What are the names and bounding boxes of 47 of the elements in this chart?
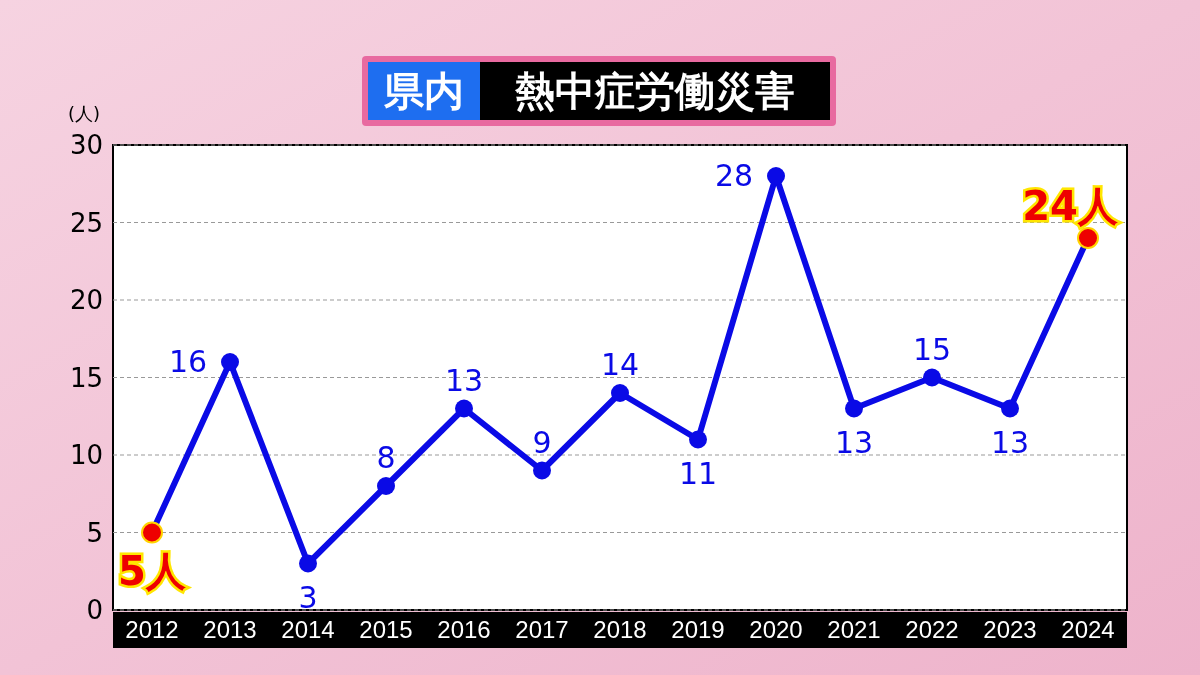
x-tick-label: 2016	[437, 616, 491, 644]
point	[455, 399, 473, 418]
point	[767, 167, 785, 185]
data-label: 8	[376, 440, 396, 475]
x-tick-label: 2019	[671, 616, 725, 644]
y-tick-label: 15	[69, 362, 103, 393]
chart-title: 県内	[383, 68, 464, 114]
point	[923, 368, 941, 387]
data-label: 16	[168, 344, 208, 379]
data-label: 3	[298, 579, 318, 615]
chart-subtitle: 熱中症労働災害	[514, 68, 795, 114]
point	[533, 461, 551, 480]
x-tick-label: 2015	[359, 616, 413, 644]
y-axis-title: (人)	[68, 103, 101, 124]
x-tick-label: 2017	[515, 616, 569, 644]
point	[689, 430, 707, 449]
y-tick-label: 25	[69, 207, 103, 238]
x-tick-label: 2014	[281, 616, 335, 644]
x-tick-label: 2012	[125, 616, 179, 644]
x-tick-label: 2022	[905, 616, 959, 644]
y-tick-label: 0	[86, 595, 103, 626]
data-label: 28	[714, 158, 754, 193]
data-label: 13	[444, 362, 484, 398]
point	[377, 477, 395, 495]
point	[221, 353, 239, 371]
x-tick-label: 2024	[1061, 616, 1115, 644]
data-label: 9	[532, 424, 552, 460]
point	[1001, 399, 1019, 418]
data-label: 15	[912, 331, 952, 367]
y-tick-label: 20	[69, 285, 103, 316]
x-tick-label: 2021	[827, 616, 881, 644]
data-label: 5人	[118, 547, 187, 594]
data-label: 14	[600, 347, 640, 382]
x-tick-label: 2023	[983, 616, 1037, 644]
y-tick-label: 10	[69, 440, 103, 471]
point	[299, 554, 317, 573]
point	[845, 399, 863, 418]
data-label: 13	[990, 424, 1030, 460]
data-label: 11	[678, 455, 718, 491]
x-tick-label: 2013	[203, 616, 257, 644]
y-tick-label: 30	[69, 130, 103, 161]
data-label: 13	[834, 424, 874, 460]
data-label: 24人	[1022, 183, 1119, 229]
x-tick-label: 2018	[593, 616, 647, 644]
point	[611, 384, 629, 402]
x-tick-label: 2020	[749, 616, 803, 644]
y-tick-label: 5	[86, 517, 103, 548]
